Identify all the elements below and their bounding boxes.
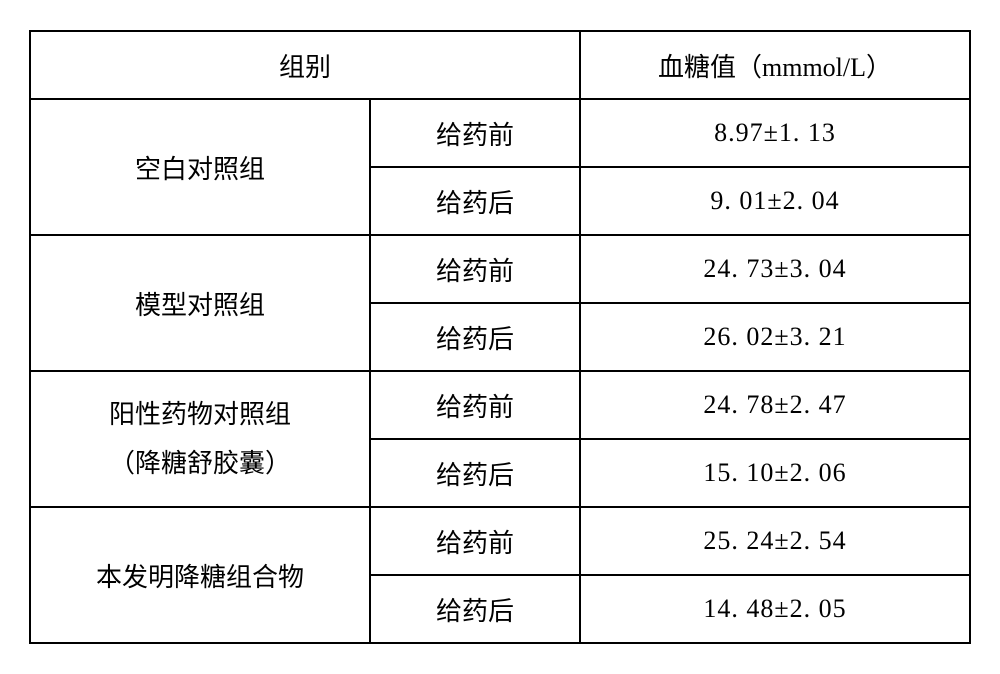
value-cell: 24. 73±3. 04 <box>580 235 970 303</box>
table-header-row: 组别 血糖值（mmmol/L） <box>30 31 970 99</box>
value-cell: 8.97±1. 13 <box>580 99 970 167</box>
phase-cell: 给药前 <box>370 99 580 167</box>
group-name-line2: （降糖舒胶囊） <box>31 439 369 488</box>
phase-cell: 给药后 <box>370 303 580 371</box>
value-cell: 24. 78±2. 47 <box>580 371 970 439</box>
blood-glucose-table: 组别 血糖值（mmmol/L） 空白对照组 给药前 8.97±1. 13 给药后… <box>29 30 971 644</box>
value-cell: 25. 24±2. 54 <box>580 507 970 575</box>
header-group: 组别 <box>30 31 580 99</box>
header-value: 血糖值（mmmol/L） <box>580 31 970 99</box>
table-row: 模型对照组 给药前 24. 73±3. 04 <box>30 235 970 303</box>
phase-cell: 给药后 <box>370 167 580 235</box>
table-row: 空白对照组 给药前 8.97±1. 13 <box>30 99 970 167</box>
value-cell: 9. 01±2. 04 <box>580 167 970 235</box>
group-name-cell: 空白对照组 <box>30 99 370 235</box>
group-name-line1: 阳性药物对照组 <box>31 390 369 439</box>
table-row: 阳性药物对照组 （降糖舒胶囊） 给药前 24. 78±2. 47 <box>30 371 970 439</box>
group-name-cell: 本发明降糖组合物 <box>30 507 370 643</box>
table-row: 本发明降糖组合物 给药前 25. 24±2. 54 <box>30 507 970 575</box>
value-cell: 15. 10±2. 06 <box>580 439 970 507</box>
value-cell: 26. 02±3. 21 <box>580 303 970 371</box>
group-name-cell: 模型对照组 <box>30 235 370 371</box>
phase-cell: 给药前 <box>370 371 580 439</box>
phase-cell: 给药前 <box>370 235 580 303</box>
phase-cell: 给药前 <box>370 507 580 575</box>
group-name-cell: 阳性药物对照组 （降糖舒胶囊） <box>30 371 370 507</box>
phase-cell: 给药后 <box>370 575 580 643</box>
phase-cell: 给药后 <box>370 439 580 507</box>
value-cell: 14. 48±2. 05 <box>580 575 970 643</box>
